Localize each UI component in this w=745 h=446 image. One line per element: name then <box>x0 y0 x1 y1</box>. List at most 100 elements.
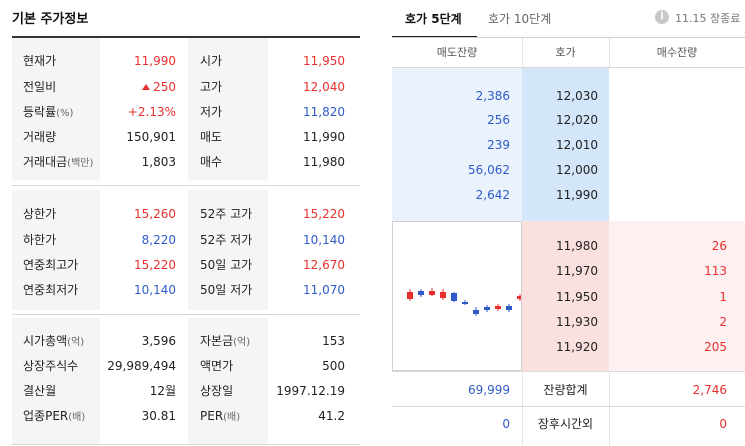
label-sector-per: 업종PER(배) <box>23 409 86 423</box>
column-separator <box>522 371 523 446</box>
up-triangle-icon <box>142 84 151 90</box>
candle-body <box>517 296 523 299</box>
value-50d-high: 12,670 <box>303 258 345 272</box>
label-capital: 자본금(억) <box>200 334 251 348</box>
value-fiscal-month: 12월 <box>149 384 176 398</box>
ask-price[interactable]: 12,020 <box>556 113 598 127</box>
tab-orderbook-5[interactable]: 호가 5단계 <box>405 12 462 26</box>
col-bg <box>188 190 268 310</box>
ask-qty: 56,062 <box>468 163 510 177</box>
value-change-rate: +2.13% <box>127 105 176 119</box>
candle-body <box>495 306 501 309</box>
col-bg <box>188 318 268 444</box>
ask-qty: 2,642 <box>475 188 510 202</box>
market-status: 11.15 장종료 <box>675 12 741 25</box>
tab-orderbook-10[interactable]: 호가 10단계 <box>488 12 552 26</box>
bid-qty: 1 <box>719 290 727 304</box>
label-ask: 매도 <box>200 130 223 144</box>
ask-qty-bg <box>392 68 522 221</box>
label-current-price: 현재가 <box>23 54 57 68</box>
bid-qty: 2 <box>719 315 727 329</box>
label-50d-low: 50일 저가 <box>200 283 253 297</box>
mini-candle-chart <box>407 288 523 316</box>
value-ask: 11,990 <box>303 130 345 144</box>
label-52w-low: 52주 저가 <box>200 233 253 247</box>
row-divider <box>392 371 745 372</box>
header-divider <box>392 67 745 68</box>
value-listing-date: 1997.12.19 <box>276 384 345 398</box>
label-year-high: 연중최고가 <box>23 258 79 272</box>
col-bg <box>12 38 100 180</box>
value-52w-low: 10,140 <box>303 233 345 247</box>
label-open: 시가 <box>200 54 223 68</box>
tab-divider <box>392 37 745 38</box>
ask-qty: 256 <box>487 113 510 127</box>
value-low: 11,820 <box>303 105 345 119</box>
ask-price[interactable]: 12,030 <box>556 89 598 103</box>
header-sell-qty: 매도잔량 <box>436 46 478 59</box>
ask-price[interactable]: 12,000 <box>556 163 598 177</box>
label-market-cap: 시가총액(억) <box>23 334 85 348</box>
candle-body <box>462 302 468 304</box>
ask-price[interactable]: 12,010 <box>556 138 598 152</box>
value-shares-listed: 29,989,494 <box>107 359 176 373</box>
value-year-high: 15,220 <box>134 258 176 272</box>
bid-price[interactable]: 11,950 <box>556 290 598 304</box>
ask-price[interactable]: 11,990 <box>556 188 598 202</box>
value-per: 41.2 <box>318 409 345 423</box>
value-bid: 11,980 <box>303 155 345 169</box>
value-change: 250 <box>100 79 176 95</box>
bid-price[interactable]: 11,920 <box>556 340 598 354</box>
col-bg <box>12 190 100 310</box>
value-high: 12,040 <box>303 80 345 94</box>
bid-qty-bg <box>609 221 745 371</box>
candle-body <box>484 307 490 310</box>
label-shares-listed: 상장주식수 <box>23 359 79 373</box>
value-capital: 153 <box>322 334 345 348</box>
info-icon[interactable]: i <box>655 10 669 24</box>
value-market-cap: 3,596 <box>141 334 176 348</box>
col-bg <box>12 318 100 444</box>
label-change: 전일비 <box>23 80 57 94</box>
value-trade-value: 1,803 <box>141 155 176 169</box>
label-lower-limit: 하한가 <box>23 233 57 247</box>
label-per: PER(배) <box>200 409 241 423</box>
header-price: 호가 <box>555 46 576 59</box>
column-separator <box>522 38 523 68</box>
bid-price[interactable]: 11,930 <box>556 315 598 329</box>
col-bg <box>188 38 268 180</box>
label-low: 저가 <box>200 105 223 119</box>
section-divider <box>12 185 360 186</box>
total-sell-qty: 69,999 <box>468 383 510 397</box>
bid-price[interactable]: 11,970 <box>556 264 598 278</box>
label-upper-limit: 상한가 <box>23 207 57 221</box>
value-year-low: 10,140 <box>134 283 176 297</box>
candle-body <box>407 292 413 299</box>
mini-chart-box <box>392 221 523 371</box>
value-lower-limit: 8,220 <box>141 233 176 247</box>
label-52w-high: 52주 고가 <box>200 207 253 221</box>
header-buy-qty: 매수잔량 <box>656 46 698 59</box>
column-separator <box>609 38 610 68</box>
label-high: 고가 <box>200 80 223 94</box>
section-divider <box>12 444 360 445</box>
bid-price-bg <box>522 221 609 371</box>
value-52w-high: 15,220 <box>303 207 345 221</box>
candle-body <box>429 291 435 295</box>
value-open: 11,950 <box>303 54 345 68</box>
bid-qty: 113 <box>704 264 727 278</box>
bid-qty: 205 <box>704 340 727 354</box>
candle-body <box>440 292 446 298</box>
value-sector-per: 30.81 <box>141 409 176 423</box>
label-50d-high: 50일 고가 <box>200 258 253 272</box>
section-divider <box>12 314 360 315</box>
label-volume: 거래량 <box>23 130 57 144</box>
after-hours-label: 장후시간외 <box>537 417 594 431</box>
after-hours-buy-qty: 0 <box>719 417 727 431</box>
bid-price[interactable]: 11,980 <box>556 239 598 253</box>
candle-body <box>451 293 457 301</box>
candle-body <box>473 310 479 314</box>
label-listing-date: 상장일 <box>200 384 234 398</box>
column-separator <box>609 371 610 446</box>
label-bid: 매수 <box>200 155 223 169</box>
